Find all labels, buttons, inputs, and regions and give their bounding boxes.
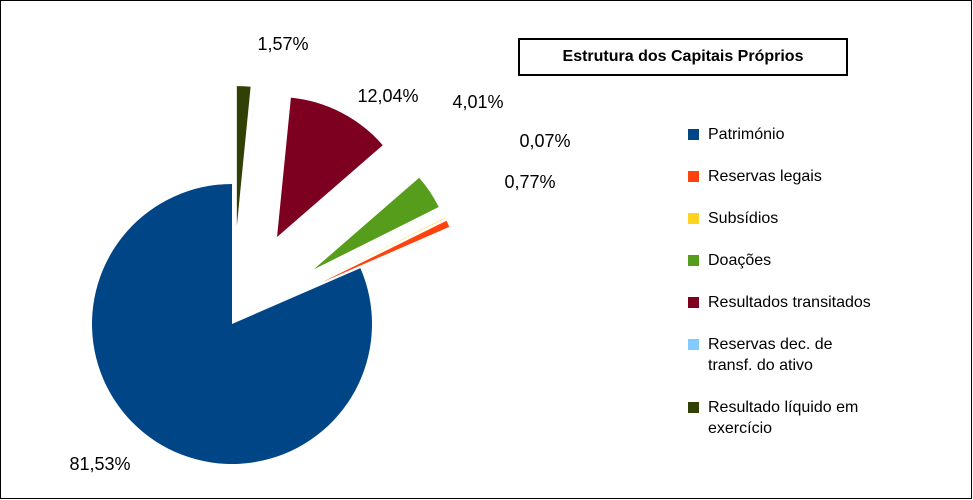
pie-slice: [313, 177, 439, 270]
pie-slice: [91, 184, 372, 465]
legend-label: Reservas dec. de transf. do ativo: [708, 336, 833, 374]
legend-item: Reservas legais: [688, 166, 873, 187]
data-label: 81,53%: [69, 454, 130, 474]
legend-label: Património: [708, 126, 785, 143]
data-label: 1,57%: [257, 34, 308, 54]
legend-swatch: [688, 339, 699, 350]
legend-label: Reservas legais: [708, 168, 822, 185]
data-label: 0,77%: [504, 172, 555, 192]
legend-swatch: [688, 255, 699, 266]
legend-swatch: [688, 213, 699, 224]
legend-label: Subsídios: [708, 210, 779, 227]
legend-label: Doações: [708, 252, 772, 269]
legend-swatch: [688, 129, 699, 140]
data-label: 4,01%: [452, 92, 503, 112]
legend-label: Resultados transitados: [708, 294, 871, 311]
legend: Património Reservas legais Subsídios Doaçõe…: [688, 124, 873, 460]
legend-item: Reservas dec. de transf. do ativo: [688, 334, 873, 376]
legend-swatch: [688, 171, 699, 182]
legend-item: Resultado líquido em exercício: [688, 397, 873, 439]
pie-slice: [236, 86, 251, 227]
pie-slice: [319, 217, 446, 281]
data-label: 0,07%: [519, 131, 570, 151]
legend-swatch: [688, 297, 699, 308]
pie-slice: [320, 220, 450, 283]
chart-title: Estrutura dos Capitais Próprios: [518, 38, 848, 76]
pie-slice: [241, 87, 256, 227]
legend-item: Património: [688, 124, 873, 145]
legend-item: Doações: [688, 250, 873, 271]
legend-item: Subsídios: [688, 208, 873, 229]
legend-item: Resultados transitados: [688, 292, 873, 313]
legend-swatch: [688, 402, 699, 413]
data-label: 12,04%: [357, 86, 418, 106]
legend-label: Resultado líquido em exercício: [708, 399, 859, 437]
pie-slice: [277, 97, 383, 237]
